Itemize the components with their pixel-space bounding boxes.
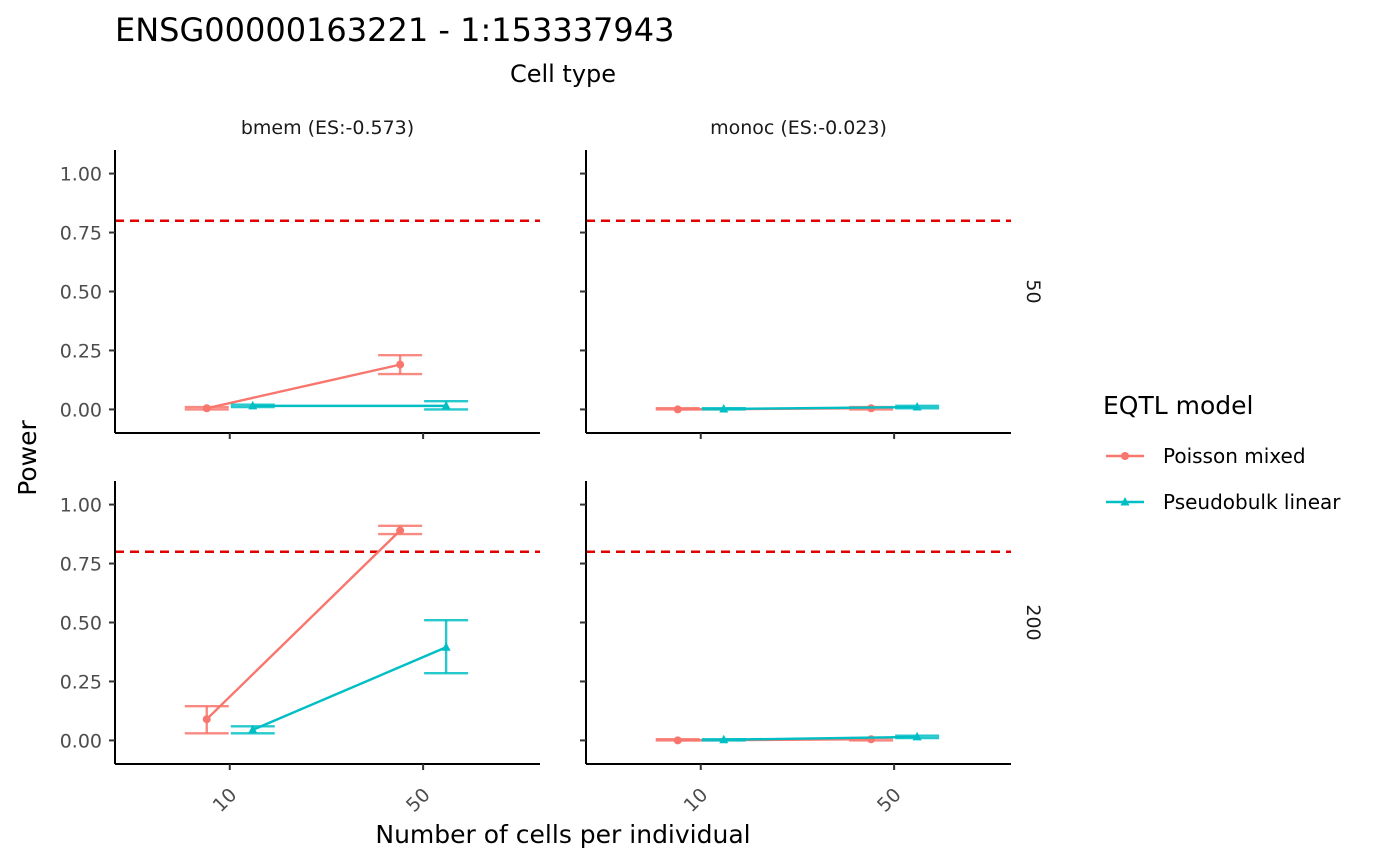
legend-item-label: Poisson mixed bbox=[1163, 444, 1306, 468]
series-line bbox=[723, 735, 918, 741]
data-point bbox=[912, 402, 922, 411]
x-tick-label: 50 bbox=[402, 784, 435, 817]
facet-strip-row-200: 200 bbox=[1022, 604, 1044, 640]
x-tick-label: 10 bbox=[680, 784, 713, 817]
legend-title: EQTL model bbox=[1103, 391, 1253, 420]
y-tick-label: 0.75 bbox=[60, 223, 102, 245]
legend: EQTL model Poisson mixed Pseudobulk linea… bbox=[1103, 391, 1341, 514]
panel-1-50: 0.00 0.25 0.50 0.75 1.00 bbox=[60, 150, 540, 439]
data-point bbox=[202, 715, 211, 724]
x-axis-label: Number of cells per individual bbox=[375, 820, 750, 849]
panel-2-200: 10 50 bbox=[580, 481, 1011, 817]
y-tick-label: 0.25 bbox=[60, 671, 102, 693]
facet-strip-column-2: monoc (ES:-0.023) bbox=[710, 117, 887, 139]
legend-item-poisson-mixed: Poisson mixed bbox=[1106, 444, 1306, 468]
series-pseudobulk-linear bbox=[230, 399, 469, 411]
series-line bbox=[205, 529, 401, 721]
data-point bbox=[912, 731, 922, 741]
panel-1-200: 0.00 0.25 0.50 0.75 1.00 10 50 bbox=[60, 481, 540, 817]
legend-key-marker bbox=[1120, 497, 1130, 506]
data-point bbox=[441, 400, 451, 410]
series-pseudobulk-linear bbox=[230, 618, 469, 735]
legend-key-marker bbox=[1121, 452, 1129, 460]
series-pseudobulk-linear bbox=[701, 731, 940, 744]
y-tick-label: 1.00 bbox=[60, 495, 102, 517]
data-point bbox=[396, 526, 405, 535]
y-axis-label: Power bbox=[13, 419, 42, 495]
series-poisson-mixed bbox=[184, 524, 423, 735]
data-point bbox=[441, 642, 451, 651]
y-tick-label: 0.50 bbox=[60, 613, 102, 635]
y-tick-label: 0.75 bbox=[60, 554, 102, 576]
series-line bbox=[206, 363, 401, 410]
data-point bbox=[248, 400, 258, 410]
series-line bbox=[252, 646, 447, 731]
chart-title: ENSG00000163221 - 1:153337943 bbox=[115, 11, 674, 49]
data-point bbox=[396, 360, 405, 369]
panel-2-50 bbox=[580, 150, 1011, 439]
x-tick-label: 50 bbox=[873, 784, 906, 817]
series-line bbox=[723, 405, 918, 411]
data-point bbox=[673, 736, 682, 745]
data-point bbox=[719, 403, 729, 413]
facet-column-variable-label: Cell type bbox=[510, 60, 616, 88]
data-point bbox=[673, 405, 682, 414]
legend-item-pseudobulk-linear: Pseudobulk linear bbox=[1106, 490, 1341, 514]
y-tick-label: 0.25 bbox=[60, 340, 102, 362]
facet-strip-column-1: bmem (ES:-0.573) bbox=[241, 117, 414, 139]
y-tick-label: 0.00 bbox=[60, 730, 102, 752]
series-poisson-mixed bbox=[184, 353, 423, 413]
data-point bbox=[248, 724, 258, 734]
series-pseudobulk-linear bbox=[701, 402, 940, 413]
data-point bbox=[719, 734, 729, 744]
y-tick-label: 1.00 bbox=[60, 164, 102, 186]
y-tick-label: 0.50 bbox=[60, 282, 102, 304]
facet-strip-row-50: 50 bbox=[1022, 279, 1044, 303]
facet-panels: bmem (ES:-0.573) monoc (ES:-0.023) 50 200 0.… bbox=[60, 117, 1044, 817]
y-tick-label: 0.00 bbox=[60, 399, 102, 421]
x-tick-label: 10 bbox=[209, 784, 242, 817]
legend-item-label: Pseudobulk linear bbox=[1163, 490, 1341, 514]
data-point bbox=[202, 404, 211, 413]
